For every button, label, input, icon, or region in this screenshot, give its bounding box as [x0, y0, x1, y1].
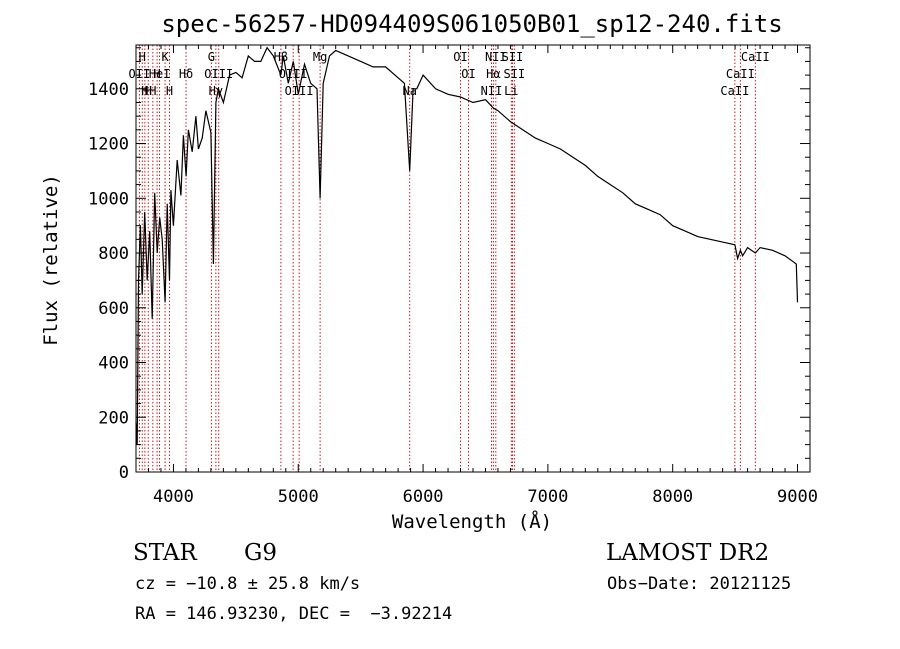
- spectral-line-label: SII: [502, 50, 524, 64]
- x-tick-label: 7000: [527, 487, 568, 507]
- ra-dec: RA = 146.93230, DEC = −3.92214: [135, 604, 453, 624]
- y-tick-label: 1000: [88, 189, 129, 209]
- spectral-line-label: CaII: [720, 84, 749, 98]
- spectral-line-label: OIII: [285, 84, 314, 98]
- y-axis-label: Flux (relative): [40, 174, 62, 346]
- obs-date: Obs−Date: 20121125: [607, 574, 792, 594]
- spectral-line-label: H: [145, 84, 152, 98]
- spectral-line-label: OI: [453, 50, 467, 64]
- y-tick-label: 0: [119, 463, 129, 483]
- spectral-line-label: H: [139, 50, 146, 64]
- y-tick-label: 1200: [88, 135, 129, 155]
- spectral-line-label: CaII: [741, 50, 770, 64]
- y-tick-label: 400: [98, 354, 129, 374]
- spectral-line-label: H: [149, 84, 156, 98]
- subclass: G9: [244, 540, 278, 566]
- survey-name: LAMOST DR2: [606, 540, 770, 566]
- spectral-line-label: OIII: [279, 67, 308, 81]
- spectral-line-label: Li: [504, 84, 518, 98]
- line-labels: OIIHHHHHHeIKHHδGHγOIIIHβOIIIOIIIMgNaOIOI…: [129, 50, 770, 98]
- spectral-line-label: OIII: [204, 67, 233, 81]
- y-tick-label: 800: [98, 244, 129, 264]
- spectral-line-label: OI: [461, 67, 475, 81]
- spectral-line-label: H: [166, 84, 173, 98]
- chart-title: spec-56257-HD094409S061050B01_sp12-240.f…: [161, 10, 782, 38]
- spectral-line-label: H: [141, 84, 148, 98]
- spectral-line-label: Hα: [486, 67, 500, 81]
- spectral-line-label: K: [161, 50, 169, 64]
- spectral-line-label: SII: [503, 67, 525, 81]
- spectral-line-label: Hγ: [209, 84, 223, 98]
- x-tick-label: 9000: [777, 487, 818, 507]
- spectral-line-label: Hβ: [274, 50, 288, 64]
- spectral-line-label: OII: [129, 67, 151, 81]
- spectral-line-label: G: [208, 50, 215, 64]
- spectral-line-label: Hδ: [179, 67, 193, 81]
- y-tick-label: 1400: [88, 80, 129, 100]
- object-class: STAR: [133, 540, 197, 566]
- spectral-line-label: H: [153, 67, 160, 81]
- y-tick-label: 200: [98, 408, 129, 428]
- x-axis-label: Wavelength (Å): [392, 510, 552, 533]
- spectral-line-markers: [138, 45, 756, 472]
- plot-frame: [135, 44, 811, 473]
- spectral-line-label: HeI: [149, 67, 171, 81]
- spectral-line-label: Na: [402, 84, 416, 98]
- spectrum-series-line: [135, 46, 799, 445]
- x-tick-label: 8000: [652, 487, 693, 507]
- spectral-line-label: NII: [485, 50, 507, 64]
- spectral-line-label: Mg: [313, 50, 327, 64]
- spectral-line-label: NII: [481, 84, 503, 98]
- x-tick-label: 5000: [278, 487, 319, 507]
- spectral-line-label: CaII: [726, 67, 755, 81]
- y-tick-label: 600: [98, 299, 129, 319]
- x-tick-label: 4000: [153, 487, 194, 507]
- axis-ticks: 4000 5000 6000 7000 8000 9000 0 200 400 600 800 100…: [88, 45, 818, 507]
- redshift-cz: cz = −10.8 ± 25.8 km/s: [135, 574, 361, 594]
- x-tick-label: 6000: [403, 487, 444, 507]
